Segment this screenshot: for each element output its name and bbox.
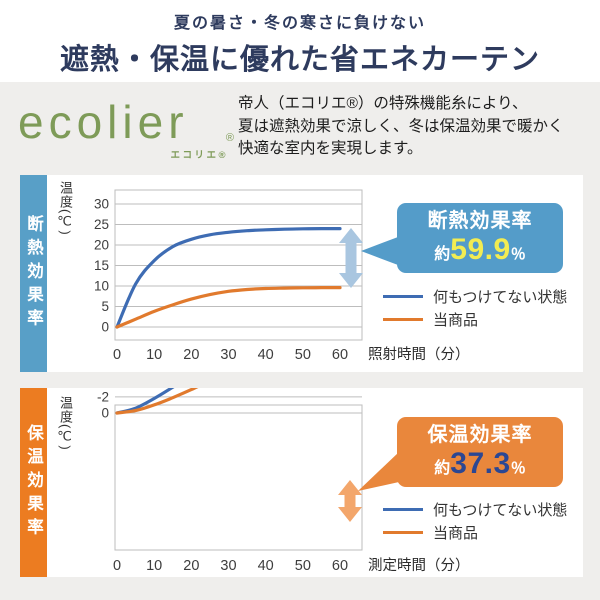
header-tagline: 夏の暑さ・冬の寒さに負けない — [173, 15, 426, 32]
x-tick-label: 60 — [332, 347, 348, 363]
brand-logo-kana: エコリエ® — [170, 150, 228, 161]
callout-prefix: 約 — [434, 246, 451, 264]
legend-item: 何もつけてない状態 — [383, 500, 567, 519]
legend-line-swatch — [383, 295, 423, 298]
legend-label: 当商品 — [433, 525, 479, 542]
brand-logo: ecolier ® エコリエ® — [18, 94, 234, 161]
side-label-heat-retention: 保温効果率 — [20, 388, 47, 577]
legend-item: 当商品 — [383, 310, 567, 329]
y-tick-label: 10 — [94, 279, 109, 294]
y-tick-label: 25 — [94, 217, 109, 232]
legend-item: 当商品 — [383, 523, 567, 542]
x-axis-label: 測定時間（分） — [368, 557, 470, 574]
callout-title: 断熱効果率 — [427, 210, 533, 233]
brand-logo-text: ecolier — [18, 96, 189, 148]
legend-line-swatch — [383, 508, 423, 511]
x-tick-label: 30 — [220, 347, 236, 363]
y-tick-labels: 0-2-4-6-8-10-12-14-16 — [97, 388, 109, 421]
callout-value-line: 約59.9％ — [434, 234, 525, 266]
x-tick-label: 40 — [258, 558, 274, 574]
legend-line-swatch — [383, 531, 423, 534]
y-tick-label: 0 — [101, 320, 109, 335]
callout-unit: ％ — [510, 246, 526, 264]
callout-value: 37.3 — [450, 447, 511, 481]
y-tick-label: 0 — [101, 406, 109, 421]
chart-legend: 何もつけてない状態 当商品 — [383, 287, 567, 329]
header: 夏の暑さ・冬の寒さに負けない 遮熱・保温に優れた省エネカーテン — [0, 0, 600, 82]
y-tick-label: 5 — [101, 299, 109, 314]
series-line-product — [115, 388, 199, 415]
callout-unit: ％ — [510, 460, 526, 478]
retention-chart-card: 0-2-4-6-8-10-12-14-160102030405060測定時間（分… — [47, 388, 583, 577]
y-tick-label: -2 — [97, 389, 109, 404]
intro-description-line: 快適な室内を実現します。 — [238, 140, 423, 157]
callout-value-line: 約37.3％ — [434, 448, 525, 480]
side-label-text: 断熱効果率 — [24, 214, 43, 333]
x-tick-label: 0 — [113, 347, 121, 363]
gridlines — [115, 203, 362, 328]
plot-area — [114, 404, 363, 551]
x-tick-label: 10 — [146, 558, 162, 574]
x-tick-label: 40 — [258, 347, 274, 363]
callout-tail — [361, 237, 398, 265]
side-label-heat-insulation: 断熱効果率 — [20, 175, 47, 372]
series-line-product — [115, 286, 342, 329]
side-label-text: 保温効果率 — [24, 423, 43, 542]
y-tick-label: 15 — [94, 258, 109, 273]
legend-label: 当商品 — [433, 312, 479, 329]
insulation-chart-card: 30 25 20 15 10 5 0 0 10 20 30 40 50 60 照射時間（分） 温度(℃) 断… — [47, 175, 583, 372]
legend-label: 何もつけてない状態 — [433, 289, 568, 306]
difference-arrow-icon — [338, 480, 362, 522]
x-tick-label: 10 — [146, 347, 162, 363]
series-line-uncovered — [115, 227, 342, 329]
intro-description-line: 帝人（エコリエ®）の特殊機能糸により、 — [238, 95, 528, 112]
x-tick-label: 60 — [332, 558, 348, 574]
intro-description: 帝人（エコリエ®）の特殊機能糸により、 夏は遮熱効果で涼しく、冬は保温効果で暖か… — [238, 93, 564, 161]
retention-rate-callout: 保温効果率 約37.3％ — [397, 417, 563, 487]
difference-arrow-icon — [339, 228, 363, 288]
chart-legend: 何もつけてない状態 当商品 — [383, 500, 567, 542]
insulation-rate-callout: 断熱効果率 約59.9％ — [397, 203, 563, 273]
x-tick-label: 50 — [295, 558, 311, 574]
x-tick-labels: 0 10 20 30 40 50 60 — [113, 347, 348, 363]
page-title: 遮熱・保温に優れた省エネカーテン — [59, 44, 540, 76]
y-tick-label: 30 — [94, 197, 109, 212]
registered-mark-icon: ® — [225, 132, 234, 144]
x-tick-label: 50 — [295, 347, 311, 363]
callout-title: 保温効果率 — [427, 424, 533, 447]
legend-label: 何もつけてない状態 — [433, 502, 568, 519]
series-line-uncovered — [115, 388, 175, 415]
intro-description-line: 夏は遮熱効果で涼しく、冬は保温効果で暖かく — [238, 117, 564, 135]
y-tick-label: 20 — [94, 238, 109, 253]
y-axis-label: 温度(℃) — [58, 396, 73, 451]
callout-value: 59.9 — [450, 233, 511, 267]
x-tick-label: 20 — [183, 347, 199, 363]
callout-tail — [358, 452, 399, 491]
legend-line-swatch — [383, 318, 423, 321]
x-tick-label: 20 — [183, 558, 199, 574]
x-tick-label: 0 — [113, 558, 121, 574]
x-tick-label: 30 — [220, 558, 236, 574]
y-axis-label: 温度(℃) — [58, 181, 73, 236]
y-tick-labels: 30 25 20 15 10 5 0 — [94, 197, 109, 335]
legend-item: 何もつけてない状態 — [383, 287, 567, 306]
retention-line-chart: 0-2-4-6-8-10-12-14-160102030405060測定時間（分… — [97, 388, 470, 574]
x-tick-labels: 0 10 20 30 40 50 60 — [113, 558, 348, 574]
x-axis-label: 照射時間（分） — [368, 346, 470, 363]
callout-prefix: 約 — [434, 460, 451, 478]
